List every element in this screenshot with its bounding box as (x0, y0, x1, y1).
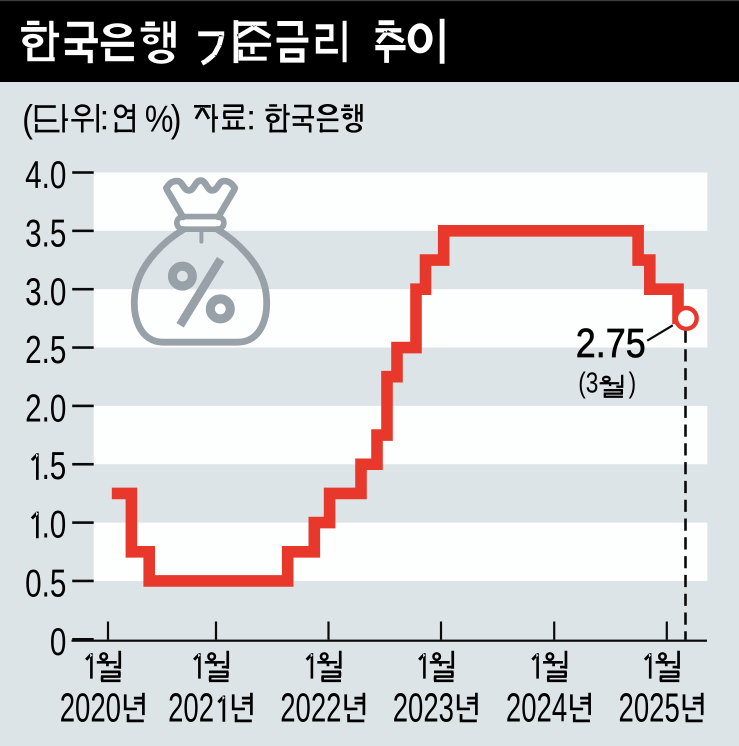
svg-text:): ) (629, 366, 637, 399)
svg-text:2.75: 2.75 (576, 321, 646, 367)
svg-text:3.5: 3.5 (25, 213, 66, 256)
svg-text:%: % (145, 98, 173, 140)
svg-text:2020: 2020 (60, 685, 121, 731)
svg-text:0.5: 0.5 (25, 563, 66, 606)
svg-text:(: ( (22, 98, 33, 140)
svg-text:0: 0 (50, 621, 66, 664)
svg-text:3.0: 3.0 (25, 271, 66, 314)
svg-text:.5: .5 (42, 445, 67, 488)
svg-text:2.0: 2.0 (25, 388, 66, 431)
svg-text:4.0: 4.0 (25, 154, 66, 197)
svg-text:(3: (3 (578, 366, 598, 399)
svg-text:.0: .0 (42, 504, 67, 547)
svg-text:2024: 2024 (506, 685, 567, 731)
svg-text:202: 202 (168, 685, 214, 731)
svg-text:2025: 2025 (619, 685, 680, 731)
svg-text:): ) (171, 98, 182, 140)
svg-text:2022: 2022 (280, 685, 341, 731)
svg-text:2023: 2023 (393, 685, 454, 731)
svg-text:2.5: 2.5 (25, 329, 66, 372)
